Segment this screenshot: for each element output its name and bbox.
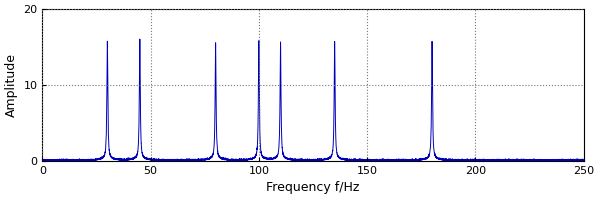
X-axis label: Frequency f/Hz: Frequency f/Hz — [267, 181, 359, 194]
Y-axis label: Amplitude: Amplitude — [5, 53, 18, 117]
